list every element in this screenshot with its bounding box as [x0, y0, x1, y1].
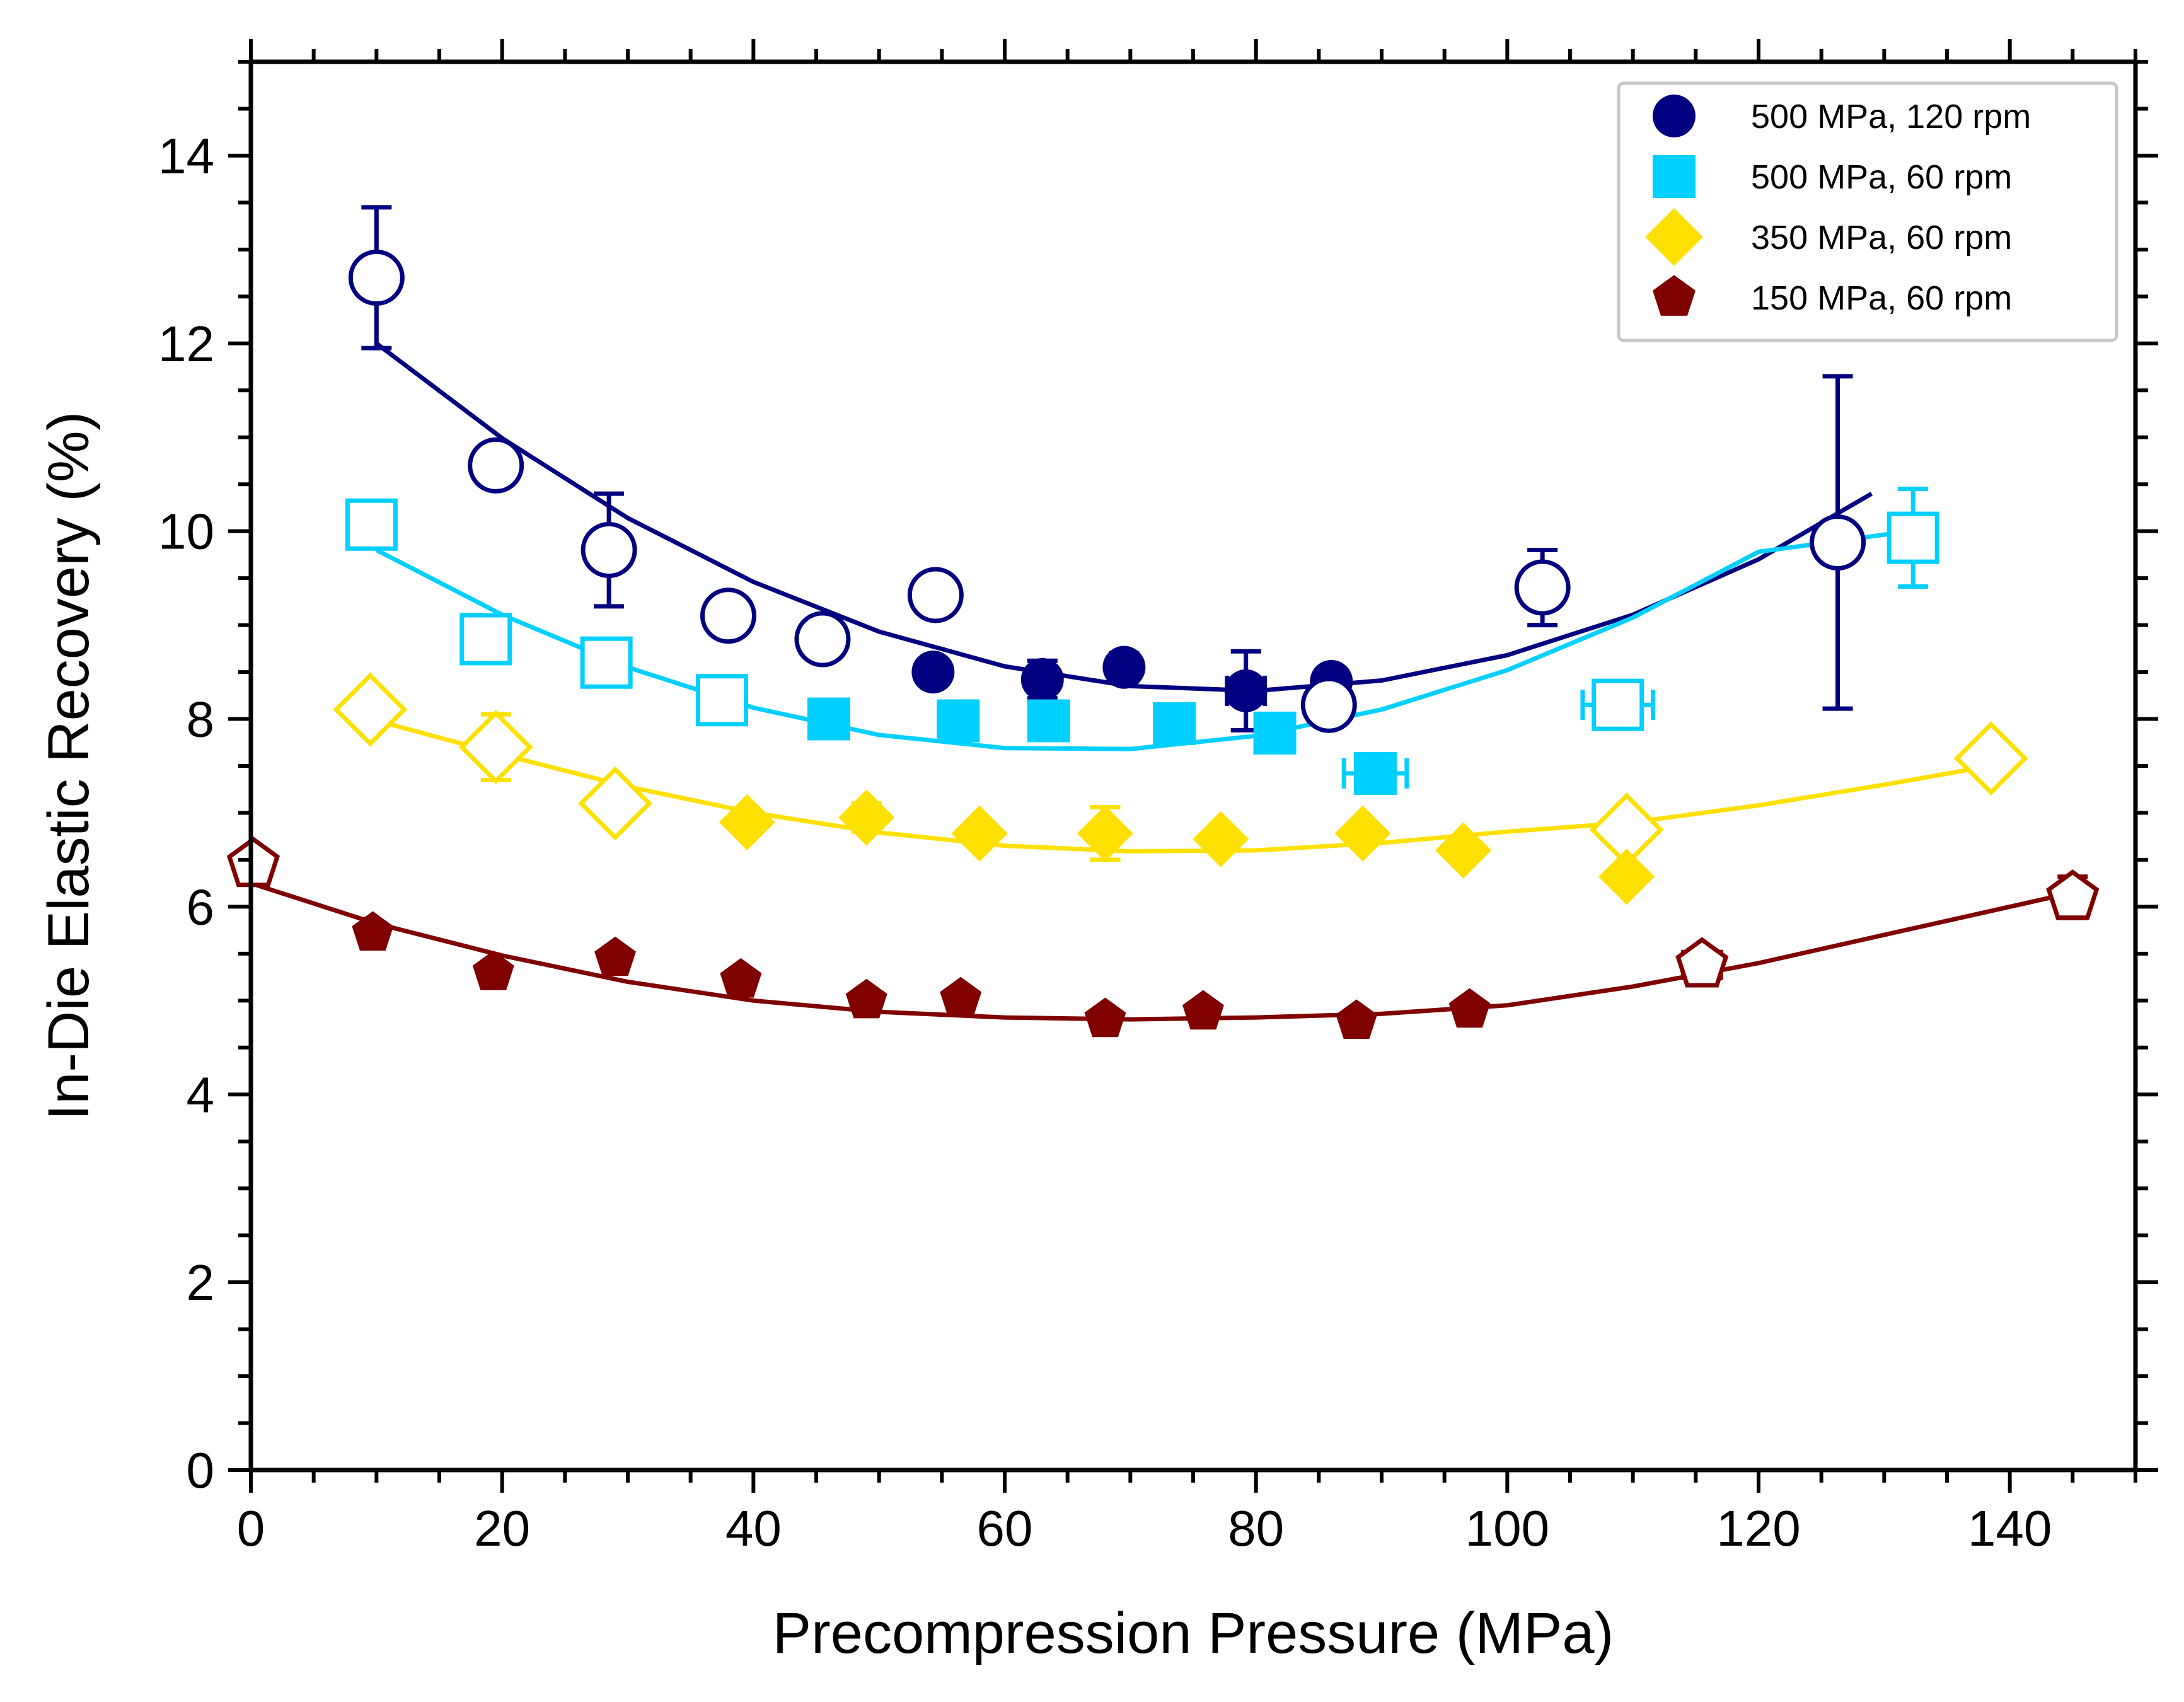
- legend-label: 500 MPa, 60 rpm: [1751, 158, 2012, 196]
- legend-marker: [1653, 155, 1696, 198]
- data-point: [719, 794, 775, 850]
- data-point: [1077, 805, 1134, 862]
- data-point: [348, 250, 405, 306]
- y-tick-label: 10: [158, 504, 214, 560]
- data-point: [845, 978, 887, 1019]
- data-point: [1336, 999, 1378, 1039]
- data-point: [459, 613, 512, 666]
- x-tick-label: 120: [1716, 1500, 1800, 1556]
- data-point: [807, 697, 850, 741]
- data-point: [1193, 811, 1249, 867]
- data-point: [1020, 657, 1064, 701]
- x-tick-label: 100: [1465, 1500, 1549, 1556]
- y-axis-title: In-Die Elastic Recovery (%): [37, 412, 101, 1121]
- fit-line-4: [250, 881, 2074, 1022]
- legend-marker: [1653, 275, 1696, 316]
- data-point: [1448, 988, 1491, 1028]
- x-tick-label: 60: [977, 1500, 1033, 1556]
- data-point: [1153, 702, 1196, 745]
- data-point: [581, 521, 637, 578]
- data-point: [1334, 805, 1391, 862]
- data-point: [458, 710, 533, 785]
- data-point: [696, 674, 748, 727]
- data-point: [345, 498, 398, 551]
- legend: 500 MPa, 120 rpm 500 MPa, 60 rpm 350 MPa, …: [1617, 81, 2118, 342]
- x-tick-label: 20: [474, 1500, 530, 1556]
- data-point: [1675, 937, 1729, 988]
- data-point: [2046, 869, 2100, 920]
- data-point: [951, 805, 1008, 862]
- data-point: [472, 951, 514, 990]
- data-point: [333, 672, 408, 747]
- data-point: [352, 911, 394, 951]
- axes: 0 20 40 60 80 100 120 140 0 2 4 6 8 10 12 14: [158, 39, 2158, 1556]
- legend-box: [1617, 81, 2118, 342]
- data-point: [226, 837, 280, 888]
- legend-label: 500 MPa, 120 rpm: [1751, 98, 2031, 136]
- fit-lines: [250, 342, 2074, 1022]
- data-markers: [226, 250, 2100, 1039]
- legend-label: 150 MPa, 60 rpm: [1751, 279, 2012, 317]
- fit-line-3: [369, 717, 1992, 854]
- data-point: [1102, 645, 1146, 689]
- data-point: [1598, 848, 1655, 905]
- data-point: [720, 958, 762, 998]
- data-point: [794, 611, 851, 668]
- data-point: [1253, 711, 1297, 755]
- data-point: [1182, 990, 1224, 1030]
- data-point: [1224, 669, 1268, 712]
- data-point: [1514, 559, 1571, 616]
- data-point: [700, 588, 756, 644]
- data-point: [907, 567, 964, 623]
- data-point: [580, 636, 633, 689]
- data-point: [1354, 751, 1397, 795]
- data-point: [1886, 511, 1939, 564]
- data-point: [937, 699, 980, 743]
- legend-marker: [1653, 95, 1696, 137]
- legend-marker: [1645, 208, 1703, 266]
- data-point: [468, 437, 524, 494]
- y-tick-label: 2: [187, 1254, 215, 1311]
- y-tick-label: 14: [158, 128, 214, 184]
- data-point: [911, 651, 955, 694]
- data-point: [1953, 721, 2028, 796]
- y-tick-label: 6: [187, 879, 215, 935]
- x-tick-label: 80: [1228, 1500, 1284, 1556]
- y-tick-label: 12: [158, 316, 214, 372]
- x-tick-label: 40: [725, 1500, 782, 1556]
- data-point: [1084, 997, 1126, 1038]
- y-tick-label: 8: [187, 692, 215, 748]
- legend-label: 350 MPa, 60 rpm: [1751, 219, 2012, 257]
- data-point: [940, 976, 982, 1017]
- x-tick-label: 0: [237, 1500, 265, 1556]
- x-tick-label: 140: [1968, 1500, 2052, 1556]
- data-point: [1435, 822, 1492, 879]
- y-tick-label: 0: [187, 1442, 215, 1498]
- data-point: [1027, 699, 1070, 743]
- data-point: [578, 766, 653, 841]
- data-point: [1300, 676, 1357, 733]
- x-axis-title: Precompression Pressure (MPa): [773, 1601, 1614, 1665]
- data-point: [1592, 678, 1644, 731]
- data-point: [838, 789, 895, 846]
- data-point: [1810, 514, 1866, 571]
- y-tick-label: 4: [187, 1067, 215, 1123]
- data-point: [594, 936, 636, 976]
